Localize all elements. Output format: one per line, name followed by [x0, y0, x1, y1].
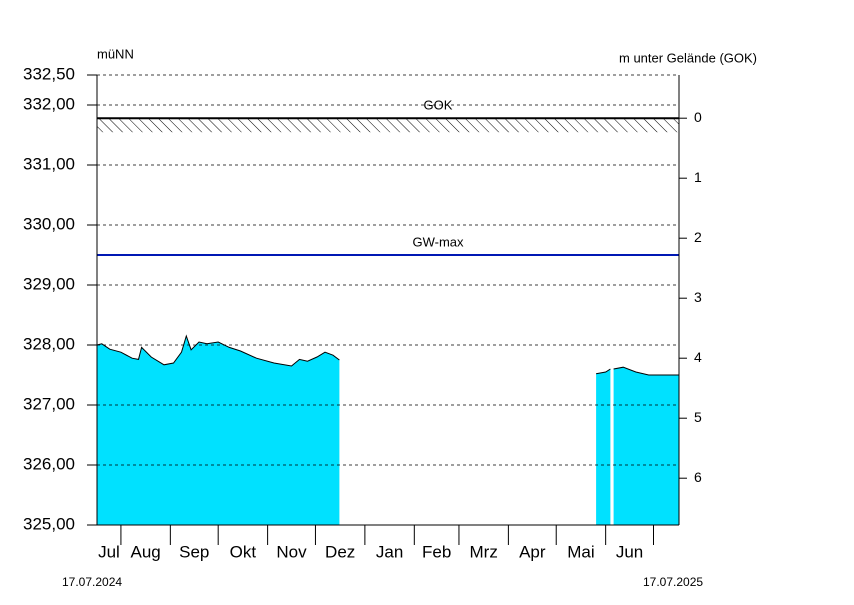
y-tick-label: 332,50 [23, 64, 75, 83]
x-tick-label: Jun [616, 542, 643, 561]
start-date: 17.07.2024 [62, 575, 122, 589]
x-tick-label: Okt [230, 542, 257, 561]
x-tick-label: Feb [422, 542, 451, 561]
y-tick-label: 330,00 [23, 214, 75, 233]
area-line [96, 334, 340, 367]
y2-tick-label: 4 [694, 349, 702, 365]
y-tick-label: 328,00 [23, 334, 75, 353]
x-tick-label: Sep [179, 542, 209, 561]
area-line [613, 366, 679, 376]
x-tick-label: Nov [276, 542, 307, 561]
area-fill [596, 369, 611, 525]
area-line [596, 368, 611, 375]
x-tick-label: Jan [376, 542, 403, 561]
y2-tick-label: 6 [694, 469, 702, 485]
x-tick-label: Apr [519, 542, 546, 561]
reference-label: GW-max [412, 234, 464, 249]
y2-tick-label: 3 [694, 289, 702, 305]
reference-label: GOK [424, 98, 453, 113]
y-tick-label: 331,00 [23, 154, 75, 173]
y-tick-label: 327,00 [23, 394, 75, 413]
y-axis-label: müNN [97, 46, 134, 61]
end-date: 17.07.2025 [643, 575, 703, 589]
y2-tick-label: 1 [694, 169, 702, 185]
x-tick-label: Mai [567, 542, 594, 561]
y-tick-label: 332,00 [23, 94, 75, 113]
x-tick-label: Jul [98, 542, 120, 561]
y2-axis-label: m unter Gelände (GOK) [619, 50, 757, 65]
gok-hatch [97, 118, 679, 133]
y2-tick-label: 5 [694, 409, 702, 425]
y-tick-label: 329,00 [23, 274, 75, 293]
area-fill [97, 336, 340, 525]
x-tick-label: Aug [131, 542, 161, 561]
y2-tick-label: 2 [694, 229, 702, 245]
y-tick-label: 326,00 [23, 454, 75, 473]
y2-tick-label: 0 [694, 109, 702, 125]
y-tick-label: 325,00 [23, 514, 75, 533]
area-fill [613, 367, 679, 525]
x-tick-label: Dez [325, 542, 355, 561]
x-tick-label: Mrz [470, 542, 498, 561]
